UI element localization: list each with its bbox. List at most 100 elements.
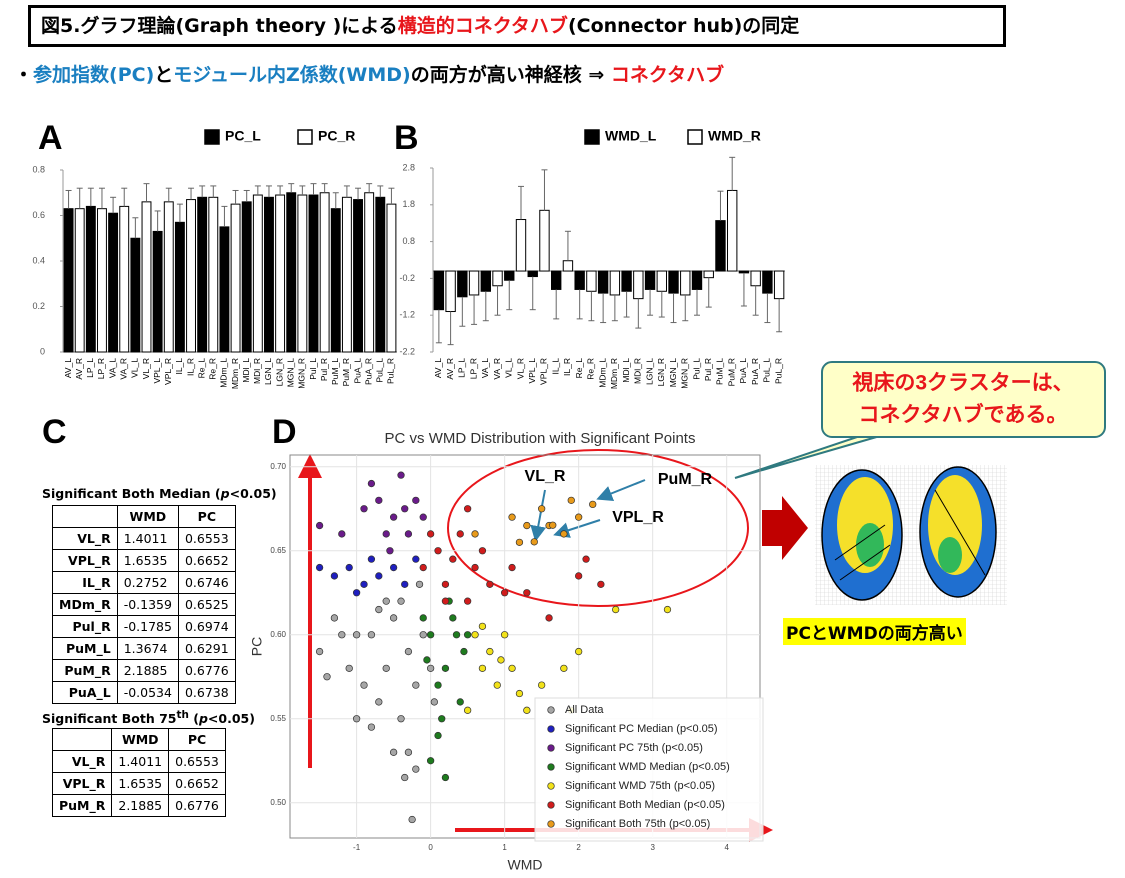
cell: 0.6553: [168, 750, 226, 773]
point: [360, 580, 368, 588]
point: [401, 773, 409, 782]
bar: [527, 270, 538, 278]
x-tick-label: LP_L: [85, 358, 95, 378]
point: [419, 631, 427, 639]
annotation: PuM_R: [658, 471, 713, 488]
cell: 0.6974: [177, 615, 236, 638]
cell: 0.6553: [177, 527, 236, 550]
point: [441, 664, 450, 672]
bar: [656, 270, 667, 292]
point: [508, 513, 516, 521]
highlight: PCとWMDの両方高い: [783, 618, 966, 645]
cell: 0.6525: [177, 593, 236, 616]
bar: [264, 196, 274, 353]
y-tick-label: 0.2: [32, 301, 45, 311]
x-tick-label: PuL_R: [773, 358, 783, 384]
x-tick-label: VL_R: [141, 358, 151, 379]
subtitle-text: モジュール内Z係数(WMD): [173, 64, 411, 86]
row-label: PuA_L: [52, 681, 118, 704]
point: [423, 656, 431, 664]
bar: [515, 219, 527, 272]
x-tick-label: 4: [724, 843, 729, 852]
point: [449, 555, 457, 563]
point: [412, 765, 420, 773]
point: [545, 614, 553, 622]
point: [419, 614, 427, 622]
y-tick-label: -1.2: [399, 310, 415, 320]
point: [515, 538, 524, 547]
x-tick-label: MGN_R: [297, 358, 307, 389]
x-tick-label: LGN_L: [644, 358, 654, 385]
point: [430, 698, 438, 706]
point: [367, 479, 376, 488]
cell: 0.6652: [177, 549, 236, 572]
x-tick-label: Re_R: [586, 358, 596, 380]
point: [345, 664, 353, 672]
point: [367, 631, 376, 639]
point: [463, 505, 472, 513]
x-tick-label: 1: [502, 843, 507, 852]
point: [408, 815, 416, 824]
point: [463, 631, 472, 639]
point: [315, 521, 324, 530]
point: [471, 631, 479, 639]
subtitle: ・参加指数(PC)とモジュール内Z係数(WMD)の両方が高い神経核 ⇒ コネクタ…: [14, 60, 724, 87]
cell: -0.1359: [116, 593, 179, 616]
point: [352, 589, 361, 597]
point: [523, 521, 531, 530]
point: [478, 664, 487, 672]
y-tick-label: 0.8: [32, 164, 45, 174]
point: [338, 530, 346, 538]
legend-label: All Data: [565, 704, 604, 716]
x-tick-label: MDm_R: [609, 358, 619, 389]
bar: [63, 208, 74, 353]
table-caption: Significant Both 75th (p<0.05): [42, 709, 255, 726]
bar: [74, 208, 85, 353]
legend-marker: [547, 782, 555, 790]
legend-label: Significant PC Median (p<0.05): [565, 723, 718, 735]
bar: [738, 270, 750, 274]
point: [404, 530, 413, 538]
bar: [597, 270, 609, 294]
bar: [621, 270, 632, 292]
legend-label: Significant Both 75th (p<0.05): [565, 818, 710, 830]
point: [375, 572, 383, 580]
bar: [308, 194, 319, 353]
y-tick-label: 0.60: [270, 630, 286, 639]
point: [497, 656, 505, 664]
bar: [197, 196, 208, 353]
bar: [330, 208, 341, 353]
bar: [174, 221, 185, 353]
point: [463, 706, 472, 714]
bar: [219, 226, 230, 353]
point: [404, 647, 413, 656]
x-tick-label: PuL_R: [386, 358, 396, 384]
subtitle-text: コネクタハブ: [610, 64, 725, 86]
point: [456, 530, 464, 538]
x-tick-label: VA_R: [118, 358, 128, 380]
bar: [727, 189, 738, 272]
x-tick-label: 0: [428, 843, 433, 852]
y-tick-label: 0.6: [32, 210, 45, 220]
x-tick-label: AV_L: [433, 358, 443, 378]
x-tick-label: IL_R: [562, 358, 572, 376]
point: [426, 664, 435, 672]
bar: [364, 192, 375, 353]
point: [438, 715, 446, 723]
table: WMD PC VL_R 1.4011 0.6553 VPL_R 1.6535 0.6652 IL…: [52, 505, 236, 704]
annotation-arrow: [530, 489, 547, 542]
point: [515, 689, 524, 698]
table-row: PuA_L -0.0534 0.6738: [52, 681, 236, 704]
subtitle-text: 参加指数(PC): [33, 64, 155, 86]
bar: [119, 205, 130, 353]
point: [560, 664, 568, 672]
x-tick-label: VA_R: [492, 358, 502, 380]
x-tick-label: Re_L: [574, 358, 584, 379]
x-tick-label: Pul_L: [691, 358, 701, 380]
x-tick-label: LP_R: [96, 358, 106, 379]
point: [560, 530, 568, 538]
point: [478, 622, 487, 630]
point: [352, 631, 361, 639]
y-tick-label: 0: [40, 346, 45, 356]
